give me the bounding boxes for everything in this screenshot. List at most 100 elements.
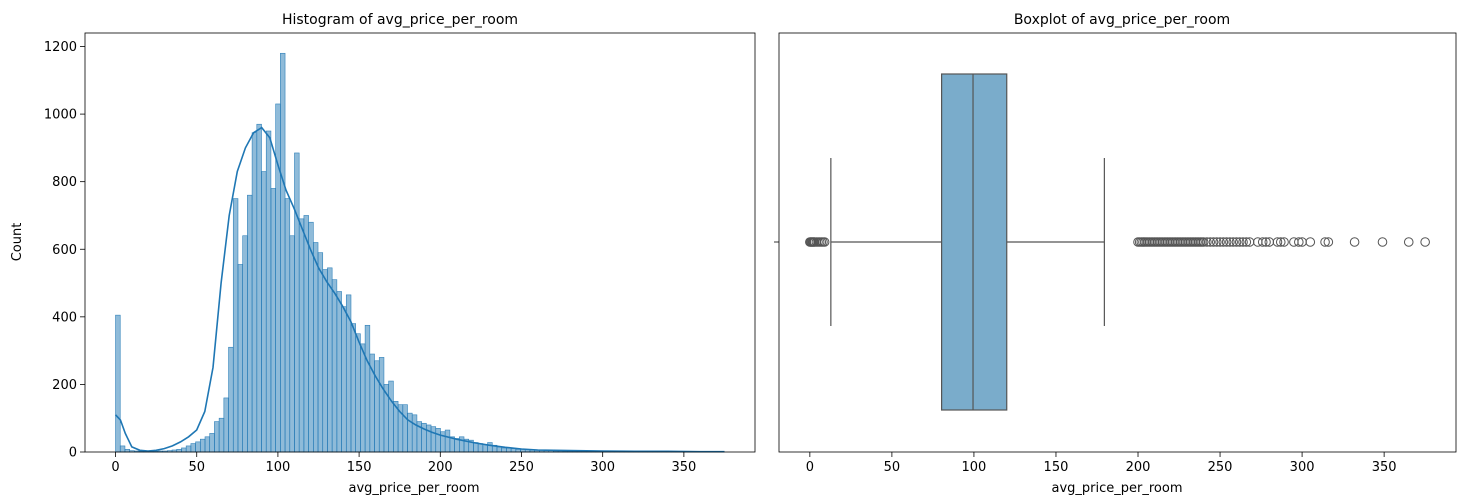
histogram-bar (289, 235, 295, 453)
histogram-bar (294, 152, 300, 453)
boxplot-x-tick-label: 350 (1372, 460, 1397, 475)
histogram-bar (204, 436, 211, 453)
histogram-bar (115, 314, 121, 453)
histogram-bar (317, 252, 324, 453)
histogram-bar (181, 447, 187, 453)
histogram-bar (378, 357, 385, 453)
histogram-bar (327, 267, 333, 453)
histogram-title: Histogram of avg_price_per_room (282, 12, 518, 28)
outlier-point (1349, 237, 1360, 247)
histogram-bar (331, 279, 338, 453)
histogram-x-ticks: 0 50 100 150 200 250 300 350 (111, 452, 696, 475)
histogram-bar (185, 445, 192, 453)
histogram-bar (336, 291, 342, 453)
histogram-bar (199, 438, 206, 453)
histogram-x-tick-label: 200 (428, 460, 453, 475)
outlier-point (1231, 237, 1242, 247)
outlier-point (1279, 237, 1289, 247)
outlier-point (1198, 237, 1209, 247)
outlier-point (1377, 237, 1388, 247)
outlier-point (1211, 237, 1222, 247)
boxplot-x-ticks: 0 50 100 150 200 250 300 350 (806, 452, 1397, 475)
outlier-point (1272, 237, 1283, 247)
histogram-bar (501, 447, 507, 453)
boxplot-x-tick-label: 100 (962, 460, 987, 475)
histogram-bar (124, 448, 130, 453)
histogram-bar (237, 264, 243, 453)
histogram-bar (496, 446, 502, 453)
histogram-bar (355, 333, 361, 453)
histogram-bar (209, 433, 215, 453)
boxplot-x-axis-label: avg_price_per_room (1052, 481, 1183, 496)
outlier-point (1228, 237, 1238, 247)
histogram-bar (119, 445, 126, 453)
outlier-point (1218, 237, 1229, 247)
outlier-point (1403, 237, 1414, 247)
histogram-bar (247, 194, 253, 453)
histogram-bar (515, 448, 521, 453)
histogram-bar (195, 441, 201, 453)
outlier-point (1305, 237, 1316, 247)
boxplot-x-tick-label: 50 (884, 460, 901, 475)
histogram-bar (444, 429, 451, 453)
histogram-bar (284, 198, 291, 453)
histogram-x-tick-label: 100 (265, 460, 290, 475)
histogram-y-axis-label: Count (10, 223, 25, 262)
boxplot-x-tick-label: 0 (806, 460, 814, 475)
histogram-bar (454, 438, 460, 453)
histogram-y-ticks: 0 200 400 600 800 1000 1200 (44, 40, 85, 461)
histogram-y-tick-label: 1000 (44, 108, 77, 123)
histogram-x-tick-label: 300 (590, 460, 615, 475)
histogram-panel: Histogram of avg_price_per_room 0 50 100 15… (10, 12, 756, 496)
histogram-y-tick-label: 1200 (44, 40, 77, 55)
interquartile-box (941, 73, 1008, 411)
boxplot-x-tick-label: 150 (1044, 460, 1069, 475)
histogram-bar (402, 404, 408, 453)
boxplot-axes-frame (778, 32, 1457, 453)
histogram-y-tick-label: 800 (52, 175, 77, 190)
histogram-bar (265, 130, 272, 453)
outlier-point (1202, 237, 1212, 247)
boxplot-title: Boxplot of avg_price_per_room (1014, 12, 1230, 28)
outlier-point (1289, 237, 1299, 247)
histogram-bar (228, 346, 234, 453)
histogram-bar (298, 218, 305, 453)
outlier-point (1294, 237, 1304, 247)
outlier-point (819, 237, 830, 247)
histogram-bar (270, 188, 276, 453)
histogram-bar (190, 443, 196, 453)
histogram-axes-frame (84, 32, 756, 453)
histogram-bar (176, 448, 182, 453)
histogram-bar (232, 198, 239, 453)
outlier-point (1215, 237, 1225, 247)
boxplot-x-tick-label: 250 (1208, 460, 1233, 475)
histogram-x-tick-label: 350 (671, 460, 696, 475)
outlier-point (1257, 237, 1268, 247)
histogram-y-tick-label: 400 (52, 310, 77, 325)
histogram-bar (458, 436, 465, 453)
histogram-x-tick-label: 50 (188, 460, 205, 475)
histogram-bar (214, 421, 220, 453)
outlier-point (1420, 237, 1430, 247)
histogram-bar (407, 412, 413, 453)
histogram-bar (426, 424, 432, 453)
histogram-bar (388, 380, 394, 453)
histogram-bar (242, 235, 248, 453)
outlier-point (1261, 237, 1271, 247)
outlier-point (1205, 237, 1216, 247)
outlier-point (1241, 237, 1252, 247)
histogram-bar (275, 103, 281, 453)
histogram-bar (308, 221, 314, 453)
histogram-bar (251, 132, 258, 453)
histogram-bar (313, 242, 319, 453)
histogram-bar (364, 324, 371, 453)
kde-line (114, 126, 725, 453)
histogram-x-tick-label: 0 (111, 460, 119, 475)
histogram-bar (360, 343, 366, 453)
boxplot-x-tick-label: 200 (1126, 460, 1151, 475)
histogram-bar (487, 442, 493, 453)
histogram-bar (256, 123, 262, 453)
outlier-point (1225, 237, 1235, 247)
outlier-point (1208, 237, 1219, 247)
